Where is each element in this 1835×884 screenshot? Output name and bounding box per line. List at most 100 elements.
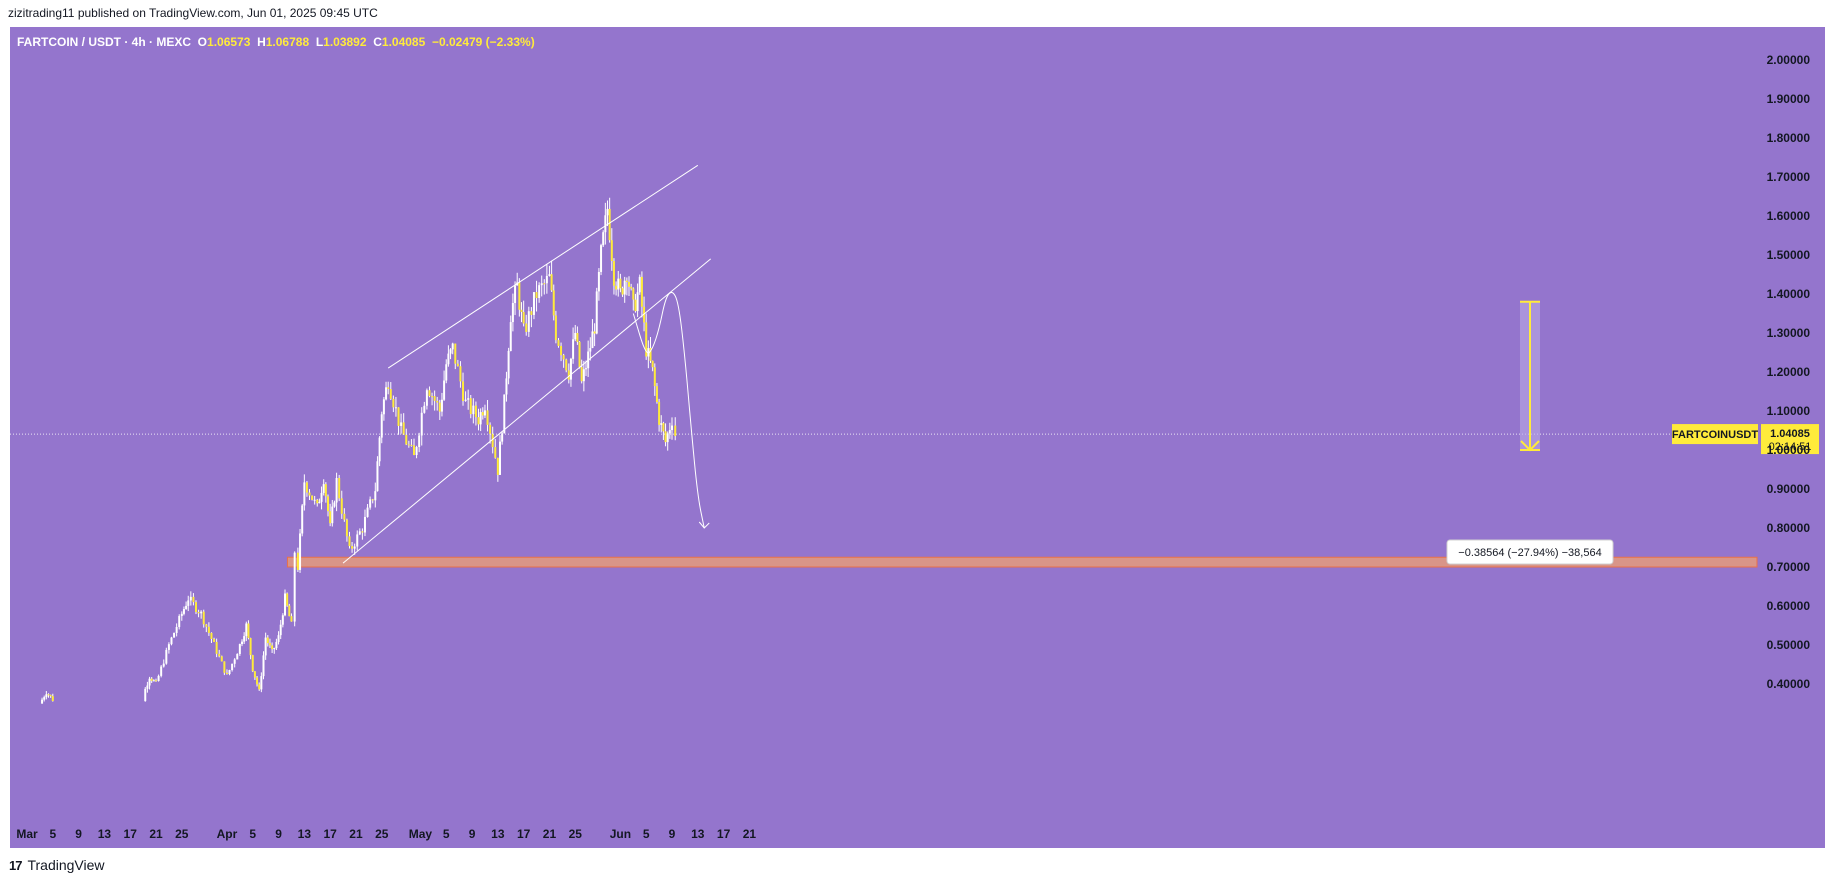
candle-body bbox=[249, 638, 252, 656]
symbol-tag-text: FARTCOINUSDT bbox=[1672, 429, 1758, 441]
y-tick-label: 0.40000 bbox=[1767, 677, 1811, 691]
y-tick-label: 1.70000 bbox=[1767, 170, 1811, 184]
x-tick-label: 17 bbox=[517, 827, 531, 841]
candle-body bbox=[668, 430, 671, 434]
candle-body bbox=[405, 434, 408, 445]
candle-body bbox=[464, 399, 467, 401]
candle-body bbox=[313, 499, 316, 501]
candle-body bbox=[671, 425, 673, 431]
candle-body bbox=[51, 696, 54, 702]
candle-body bbox=[540, 283, 543, 286]
x-tick-label: 5 bbox=[443, 827, 450, 841]
symbol-name[interactable]: FARTCOIN / USDT · 4h · MEXC bbox=[17, 35, 191, 49]
candle-body bbox=[451, 343, 454, 350]
candle-body bbox=[619, 278, 622, 289]
x-tick-label: Mar bbox=[16, 827, 38, 841]
candle-body bbox=[331, 506, 334, 524]
y-tick-label: 1.30000 bbox=[1767, 326, 1811, 340]
candle-body bbox=[320, 492, 323, 502]
candle-body bbox=[200, 611, 203, 614]
candle-body bbox=[194, 602, 197, 612]
candle-body bbox=[376, 461, 379, 492]
candle-body bbox=[630, 286, 633, 289]
candle-body bbox=[413, 445, 415, 456]
candle-body bbox=[148, 678, 151, 686]
candle-body bbox=[425, 390, 428, 406]
candle-body bbox=[264, 637, 267, 656]
channel-upper-line[interactable] bbox=[387, 164, 699, 369]
candle-body bbox=[645, 322, 648, 357]
candle-body bbox=[535, 292, 538, 299]
candle-body bbox=[175, 627, 178, 633]
channel-lower-line[interactable] bbox=[342, 258, 712, 564]
candle-body bbox=[225, 672, 228, 675]
candle-body bbox=[389, 389, 392, 399]
candle-body bbox=[423, 405, 426, 413]
candle-body bbox=[582, 369, 585, 382]
measure-label[interactable]: −0.38564 (−27.94%) −38,564 bbox=[1446, 539, 1614, 565]
candle-body bbox=[604, 215, 607, 233]
candle-body bbox=[223, 661, 226, 673]
candle-body bbox=[628, 281, 630, 287]
candle-body bbox=[543, 283, 546, 285]
candle-body bbox=[245, 623, 248, 637]
candle-body bbox=[562, 355, 565, 360]
candle-body bbox=[595, 291, 598, 334]
support-zone[interactable] bbox=[286, 556, 1758, 568]
candle-body bbox=[552, 290, 555, 316]
candle-body bbox=[625, 280, 628, 282]
candle-body bbox=[394, 407, 397, 409]
brand-name[interactable]: TradingView bbox=[27, 857, 105, 873]
candle-body bbox=[43, 697, 46, 700]
candle-body bbox=[324, 484, 327, 497]
candle-body bbox=[479, 412, 482, 425]
candle-body bbox=[170, 637, 173, 645]
y-tick-label: 0.70000 bbox=[1767, 560, 1811, 574]
candle-body bbox=[431, 396, 434, 398]
x-tick-label: 17 bbox=[124, 827, 138, 841]
y-tick-label: 0.80000 bbox=[1767, 521, 1811, 535]
candle-body bbox=[638, 276, 641, 293]
y-tick-label: 1.10000 bbox=[1767, 404, 1811, 418]
candle-body bbox=[674, 425, 677, 436]
candle-body bbox=[316, 499, 319, 504]
candle-body bbox=[621, 288, 624, 295]
candle-body bbox=[335, 477, 338, 503]
candle-body bbox=[271, 645, 274, 650]
low-label: L bbox=[315, 35, 324, 49]
candle-body bbox=[290, 616, 293, 622]
candle-body bbox=[343, 513, 346, 520]
x-tick-label: 25 bbox=[375, 827, 389, 841]
candle-body bbox=[369, 499, 372, 508]
candle-body bbox=[440, 399, 443, 412]
candle-body bbox=[233, 659, 236, 664]
candle-body bbox=[445, 364, 448, 381]
candle-body bbox=[608, 208, 611, 241]
candle-body bbox=[636, 292, 639, 312]
projection-curve[interactable] bbox=[632, 291, 705, 529]
candle-body bbox=[210, 632, 213, 640]
candle-body bbox=[462, 381, 465, 401]
candle-body bbox=[374, 491, 377, 501]
candle-body bbox=[400, 422, 403, 426]
y-tick-label: 0.90000 bbox=[1767, 482, 1811, 496]
candle-body bbox=[617, 278, 620, 290]
x-tick-label: 21 bbox=[149, 827, 163, 841]
candle-body bbox=[589, 348, 592, 352]
candle-body bbox=[173, 632, 176, 638]
candle-body bbox=[530, 311, 533, 315]
candle-body bbox=[602, 232, 605, 246]
candle-body bbox=[293, 552, 296, 622]
candle-body bbox=[655, 386, 658, 402]
candle-body bbox=[382, 399, 385, 415]
candle-body bbox=[152, 680, 155, 682]
candle-body bbox=[275, 641, 278, 649]
x-tick-label: 13 bbox=[98, 827, 112, 841]
symbol-tag-box bbox=[1672, 424, 1758, 445]
candle-body bbox=[322, 484, 325, 493]
candle-body bbox=[281, 615, 284, 625]
tradingview-logo-icon[interactable]: 17 bbox=[9, 857, 23, 873]
candle-body bbox=[47, 694, 50, 696]
